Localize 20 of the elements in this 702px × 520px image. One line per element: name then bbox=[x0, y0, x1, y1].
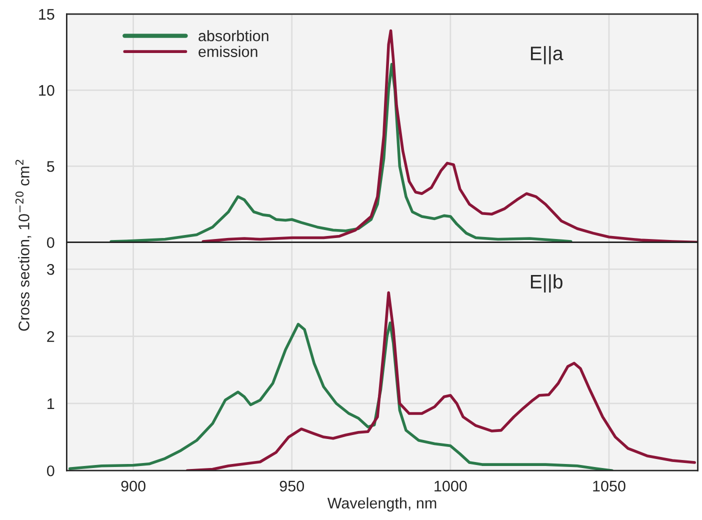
y-tick-label: 2 bbox=[47, 331, 54, 342]
y-tick-label: 1 bbox=[48, 398, 54, 409]
legend-label: emission bbox=[198, 46, 258, 58]
line-series bbox=[186, 291, 696, 471]
x-axis-title: Wavelength, nm bbox=[327, 497, 436, 512]
x-tick-label: 950 bbox=[280, 480, 304, 492]
y-tick-label: 10 bbox=[39, 85, 54, 96]
y-tick-label: 0 bbox=[46, 465, 54, 476]
y-tick-label: 0 bbox=[46, 237, 54, 248]
y-tick-label: 5 bbox=[47, 161, 54, 172]
x-tick-label: 1000 bbox=[434, 480, 467, 492]
line-series bbox=[110, 62, 572, 242]
legend-label: absorbtion bbox=[198, 30, 268, 42]
x-tick-label: 1050 bbox=[593, 480, 626, 492]
y-tick-label: 15 bbox=[39, 9, 54, 20]
y-tick-label: 3 bbox=[46, 264, 54, 275]
annotation: E||a bbox=[530, 46, 564, 64]
x-tick-label: 900 bbox=[121, 480, 146, 492]
y-axis-title: Cross section, 10$^{−20}$ cm$^{2}$ bbox=[15, 160, 32, 331]
annotation: E||b bbox=[530, 274, 562, 293]
